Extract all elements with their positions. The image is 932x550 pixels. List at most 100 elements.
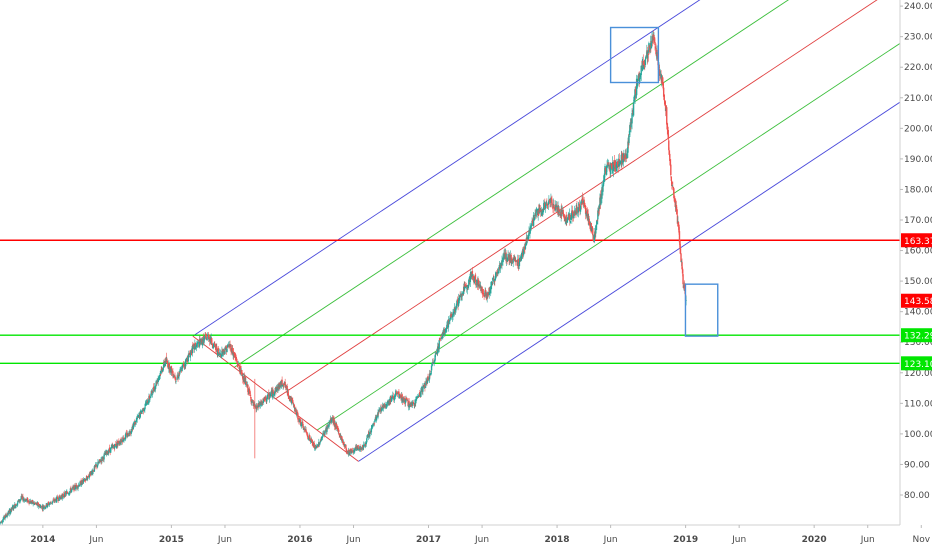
candle-body — [551, 206, 554, 208]
candle-body — [495, 272, 498, 274]
candle-body — [141, 410, 144, 412]
candle — [74, 483, 76, 491]
time-axis[interactable]: 2014 Jun 2015 Jun 2016 Jun 2017 Jun 2018 Jun 2019 J… — [30, 525, 931, 545]
candle-body — [261, 401, 263, 405]
candle-body — [160, 369, 162, 374]
candle-body — [100, 460, 103, 462]
candle — [512, 259, 514, 268]
candle-body — [175, 381, 177, 382]
candle — [499, 263, 502, 273]
candle-body — [618, 159, 620, 165]
candle-body — [212, 345, 214, 347]
candle — [286, 383, 288, 396]
candle-body — [140, 410, 142, 413]
candle-body — [70, 489, 73, 493]
candle-body — [413, 403, 415, 404]
candle — [178, 371, 181, 377]
candle-body — [569, 221, 572, 223]
candle-body — [82, 480, 84, 482]
annotation-box-1[interactable] — [609, 26, 660, 84]
candle-body — [266, 395, 269, 400]
candle — [523, 243, 526, 252]
candle-body — [669, 161, 672, 166]
candle — [299, 417, 301, 420]
candle-body — [128, 435, 130, 436]
candle — [157, 375, 159, 386]
candle-body — [275, 386, 278, 392]
candle-body — [678, 231, 681, 243]
candle-body — [681, 268, 684, 274]
candle-body — [414, 402, 416, 406]
candle — [674, 197, 677, 212]
candle-body — [524, 248, 526, 250]
candle-body — [164, 362, 166, 367]
candle-body — [206, 337, 208, 341]
channel-line-1[interactable] — [233, 0, 932, 368]
candle — [667, 126, 669, 140]
candle — [149, 395, 152, 399]
candle-body — [524, 242, 527, 249]
channel-line-0[interactable] — [192, 0, 932, 337]
candle-body — [306, 434, 309, 438]
candle-body — [224, 346, 227, 350]
candle-body — [154, 385, 157, 389]
candle-body — [88, 475, 90, 478]
candle — [175, 380, 177, 385]
candle — [438, 338, 440, 353]
candle-body — [241, 369, 243, 376]
candle-body — [507, 253, 509, 258]
candle-body — [64, 492, 66, 494]
price-axis[interactable]: 80.00 90.00 100.00 110.00 120.00 130.00 140.00… — [900, 2, 932, 501]
candle-body — [495, 273, 497, 276]
candle — [673, 194, 676, 203]
candle-body — [123, 438, 125, 442]
channel-line-2[interactable] — [275, 0, 932, 400]
candle — [39, 504, 41, 509]
candle — [380, 404, 382, 414]
candle-body — [673, 188, 675, 199]
horizontal-levels[interactable] — [0, 239, 900, 365]
candle-body — [492, 281, 494, 283]
candle-body — [472, 274, 474, 277]
candle-body — [381, 408, 383, 411]
candle — [330, 417, 333, 425]
candle-body — [383, 406, 386, 408]
candle-body — [427, 380, 430, 381]
candle — [606, 160, 608, 172]
candle-body — [593, 235, 595, 242]
channel-line-4[interactable] — [358, 0, 932, 462]
channel-line-3[interactable] — [316, 0, 932, 431]
candle — [240, 362, 242, 375]
candle-body — [479, 285, 482, 288]
candle-body — [506, 257, 509, 262]
candle-body — [521, 253, 523, 257]
candle — [181, 364, 184, 369]
candle-body — [408, 401, 410, 406]
candle-body — [162, 369, 164, 371]
candle — [61, 493, 63, 501]
candle-body — [676, 215, 679, 224]
candle — [103, 450, 106, 457]
candle — [518, 257, 521, 270]
candle — [188, 350, 190, 356]
candle-body — [121, 441, 124, 443]
candle-body — [566, 218, 568, 222]
candle-body — [111, 445, 113, 447]
candle — [547, 201, 550, 210]
candle — [159, 373, 162, 377]
candle-body — [341, 438, 343, 441]
candle — [319, 439, 322, 444]
candle-body — [398, 391, 400, 398]
annotation-box-2[interactable] — [684, 283, 719, 337]
x-tick-label: Jun — [217, 535, 232, 545]
candle-body — [58, 496, 61, 498]
candle-body — [378, 409, 380, 412]
candle-body — [304, 428, 307, 431]
candle-body — [151, 390, 153, 394]
candle — [186, 355, 188, 365]
candle-body — [340, 436, 342, 441]
candle-body — [357, 445, 359, 448]
candle-body — [103, 453, 106, 454]
annotation-boxes[interactable] — [609, 26, 719, 337]
